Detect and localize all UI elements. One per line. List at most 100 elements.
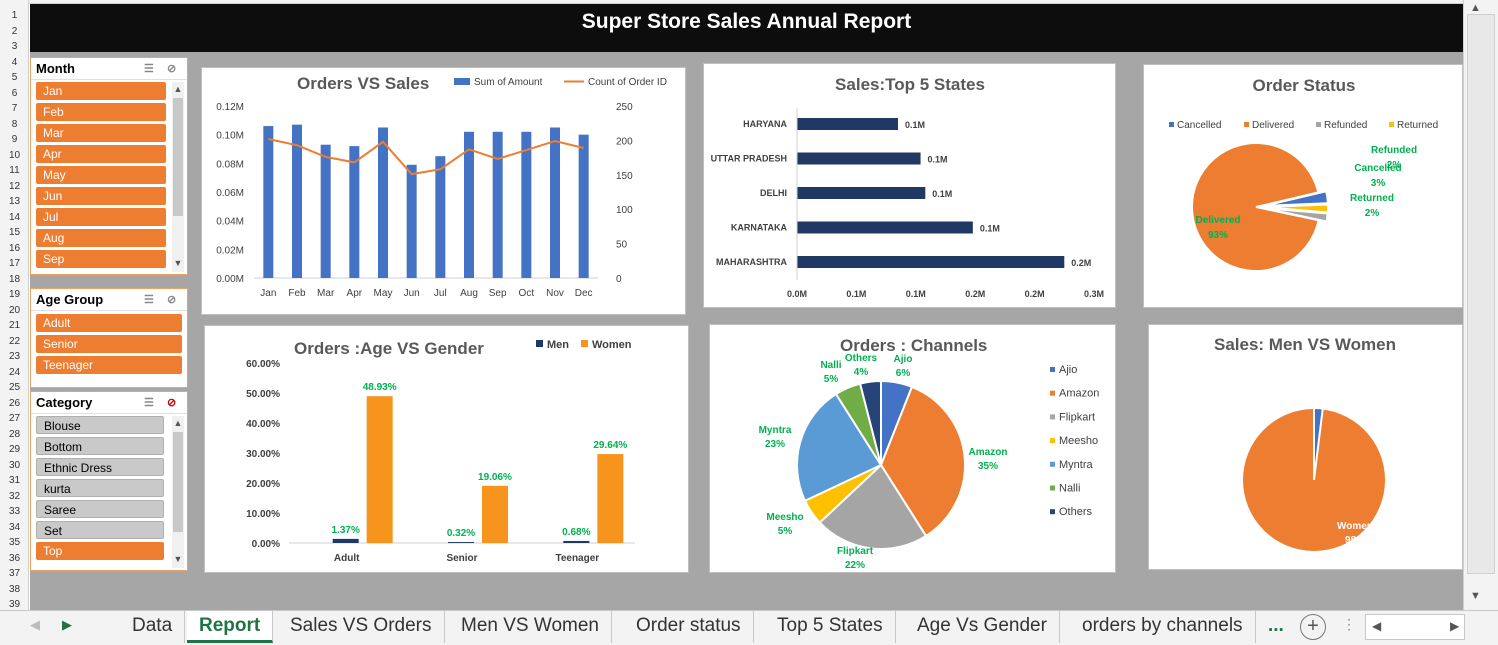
slicer-item-bottom[interactable]: Bottom xyxy=(36,437,164,455)
row-number[interactable]: 26 xyxy=(8,397,21,409)
tab-men-vs-women[interactable]: Men VS Women xyxy=(449,611,612,643)
slicer-item-kurta[interactable]: kurta xyxy=(36,479,164,497)
tab-orders-by-channels[interactable]: orders by channels xyxy=(1070,611,1256,643)
scroll-left-icon[interactable]: ◀ xyxy=(1372,619,1382,633)
row-number[interactable]: 30 xyxy=(8,459,21,471)
slicer-item-adult[interactable]: Adult xyxy=(36,314,182,332)
slicer-item-apr[interactable]: Apr xyxy=(36,145,166,163)
tab-age-vs-gender[interactable]: Age Vs Gender xyxy=(905,611,1060,643)
slicer-item-jan[interactable]: Jan xyxy=(36,82,166,100)
legend-swatch-women xyxy=(581,340,588,347)
slicer-item-blouse[interactable]: Blouse xyxy=(36,416,164,434)
slicer-item-teenager[interactable]: Teenager xyxy=(36,356,182,374)
more-tabs-button[interactable]: ... xyxy=(1268,615,1284,636)
slicer-item-top[interactable]: Top xyxy=(36,542,164,560)
multi-select-icon[interactable]: ☰ xyxy=(144,63,154,75)
scroll-up-icon[interactable]: ▲ xyxy=(173,418,183,428)
row-number[interactable]: 35 xyxy=(8,537,21,548)
scroll-down-icon[interactable]: ▼ xyxy=(1470,590,1481,602)
tab-data[interactable]: Data xyxy=(120,611,186,643)
row-number[interactable]: 14 xyxy=(8,211,21,223)
row-number[interactable]: 34 xyxy=(8,521,21,533)
row-number[interactable]: 9 xyxy=(11,134,18,145)
slicer-item-may[interactable]: May xyxy=(36,166,166,184)
row-number[interactable]: 32 xyxy=(8,490,21,502)
tab-order-status[interactable]: Order status xyxy=(624,611,754,643)
slicer-item-mar[interactable]: Mar xyxy=(36,124,166,142)
clear-filter-icon[interactable]: ⊘ xyxy=(167,397,177,409)
row-number[interactable]: 22 xyxy=(8,335,21,347)
row-number[interactable]: 27 xyxy=(8,413,21,424)
slicer-item-senior[interactable]: Senior xyxy=(36,335,182,353)
row-number[interactable]: 8 xyxy=(11,118,18,130)
top5-states-chart[interactable]: Sales:Top 5 States HARYANA 0.1M UTTAR PRADE… xyxy=(703,63,1116,308)
multi-select-icon[interactable]: ☰ xyxy=(144,397,154,409)
tab-top-5-states[interactable]: Top 5 States xyxy=(765,611,896,643)
row-number[interactable]: 16 xyxy=(8,242,21,254)
row-number[interactable]: 13 xyxy=(8,196,21,207)
scroll-right-icon[interactable]: ▶ xyxy=(1450,619,1460,633)
slicer-item-ethnic-dress[interactable]: Ethnic Dress xyxy=(36,458,164,476)
row-number[interactable]: 28 xyxy=(8,428,21,440)
row-number[interactable]: 20 xyxy=(8,304,21,316)
order-status-chart[interactable]: Order Status Cancelled Delivered Refunded Re… xyxy=(1143,64,1463,308)
scroll-up-icon[interactable]: ▲ xyxy=(1470,2,1481,14)
scroll-thumb[interactable] xyxy=(1467,14,1495,574)
scroll-thumb[interactable] xyxy=(173,98,183,216)
row-number[interactable]: 10 xyxy=(8,149,21,161)
multi-select-icon[interactable]: ☰ xyxy=(144,294,154,306)
more-options-icon[interactable]: ⋮ xyxy=(1342,616,1356,632)
add-sheet-icon[interactable]: + xyxy=(1300,614,1326,640)
row-number[interactable]: 15 xyxy=(8,227,21,238)
scroll-down-icon[interactable]: ▼ xyxy=(173,258,183,268)
category-slicer-scrollbar[interactable]: ▲ ▼ xyxy=(172,416,184,568)
month-slicer-scrollbar[interactable]: ▲ ▼ xyxy=(172,82,184,272)
row-number[interactable]: 25 xyxy=(8,382,21,393)
men-vs-women-chart[interactable]: Sales: Men VS Women Women 98%% xyxy=(1148,324,1463,570)
row-number[interactable]: 39 xyxy=(8,599,21,610)
row-number[interactable]: 6 xyxy=(11,87,18,99)
row-number[interactable]: 18 xyxy=(8,273,21,285)
sheet-vertical-scrollbar[interactable]: ▲ ▼ xyxy=(1463,0,1498,610)
row-number[interactable]: 38 xyxy=(8,583,21,595)
scroll-thumb[interactable] xyxy=(173,432,183,532)
row-number[interactable]: 5 xyxy=(11,72,18,83)
row-number[interactable]: 36 xyxy=(8,552,21,564)
slicer-item-aug[interactable]: Aug xyxy=(36,229,166,247)
row-number[interactable]: 24 xyxy=(8,366,21,378)
row-number[interactable]: 23 xyxy=(8,351,21,362)
row-number[interactable]: 4 xyxy=(11,56,18,68)
slicer-item-set[interactable]: Set xyxy=(36,521,164,539)
row-number[interactable]: 37 xyxy=(8,568,21,579)
row-number[interactable]: 29 xyxy=(8,444,21,455)
row-number[interactable]: 31 xyxy=(8,475,21,486)
tab-report[interactable]: Report xyxy=(187,611,274,643)
row-number[interactable]: 12 xyxy=(8,180,21,192)
clear-filter-icon[interactable]: ⊘ xyxy=(167,294,177,306)
next-sheet-icon[interactable]: ▶ xyxy=(62,617,72,632)
row-number[interactable]: 2 xyxy=(11,25,18,37)
row-number[interactable]: 21 xyxy=(8,320,21,331)
row-number[interactable]: 1 xyxy=(11,10,18,21)
row-number[interactable]: 7 xyxy=(11,103,18,114)
slicer-item-feb[interactable]: Feb xyxy=(36,103,166,121)
clear-filter-icon[interactable]: ⊘ xyxy=(167,63,177,75)
slicer-item-sep[interactable]: Sep xyxy=(36,250,166,268)
row-number[interactable]: 19 xyxy=(8,289,21,300)
slicer-item-saree[interactable]: Saree xyxy=(36,500,164,518)
row-number[interactable]: 17 xyxy=(8,258,21,269)
age-vs-gender-chart[interactable]: Orders :Age VS Gender Men Women 0.00% 10.00%… xyxy=(204,325,689,573)
orders-vs-sales-svg: Orders VS Sales Sum of Amount Count of Ord… xyxy=(216,74,667,299)
scroll-down-icon[interactable]: ▼ xyxy=(173,554,183,564)
slicer-item-jul[interactable]: Jul xyxy=(36,208,166,226)
scroll-up-icon[interactable]: ▲ xyxy=(173,84,183,94)
row-number[interactable]: 3 xyxy=(11,41,18,52)
tab-sales-vs-orders[interactable]: Sales VS Orders xyxy=(278,611,445,643)
orders-vs-sales-chart[interactable]: Orders VS Sales Sum of Amount Count of Ord… xyxy=(201,67,686,315)
prev-sheet-icon[interactable]: ◀ xyxy=(30,617,40,632)
row-number[interactable]: 33 xyxy=(8,506,21,517)
row-number[interactable]: 11 xyxy=(9,165,20,176)
slicer-item-jun[interactable]: Jun xyxy=(36,187,166,205)
horizontal-scrollbar[interactable]: ◀ ▶ xyxy=(1365,614,1465,640)
channels-chart[interactable]: Orders : Channels Ajio Amazon Flipkart Meesh… xyxy=(709,324,1116,573)
